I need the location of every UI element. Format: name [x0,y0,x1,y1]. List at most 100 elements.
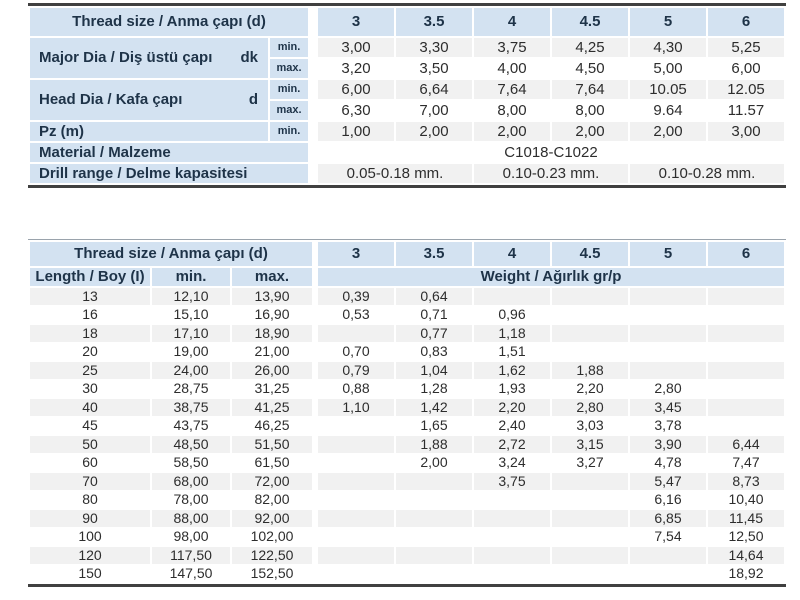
weight-cell: 0,71 [396,306,472,323]
spec-row-label: Pz (m) [30,122,268,141]
weight-cell [474,491,550,508]
spec-label-text: Pz (m) [39,122,84,140]
weight-cell: 2,00 [396,454,472,471]
weight-cell [552,473,628,490]
weight-cell [708,417,784,434]
spec-symbol: dk [240,49,258,67]
weight-cell [318,565,394,582]
dimension-spec-table: Thread size / Anma çapı (d) 3 3.5 4 4.5 5 6 M… [28,6,786,185]
weight-cell: 18,92 [708,565,784,582]
column-gap [314,418,316,435]
weight-cell: 5,47 [630,473,706,490]
limit-label: max. [270,101,308,120]
size-column-header: 4 [474,242,550,266]
size-column-header: 5 [630,8,706,36]
length-min-cell: 98,00 [152,528,230,545]
weight-cell: 1,42 [396,399,472,416]
length-max-cell: 51,50 [232,436,312,453]
length-row: 25 24,00 26,00 0,79 1,04 1,62 1,88 [30,362,784,379]
weight-cell: 1,28 [396,380,472,397]
weight-cell: 0,53 [318,306,394,323]
size-column-header: 6 [708,242,784,266]
weight-cell: 3,75 [474,473,550,490]
column-gap [314,547,316,564]
weight-cell: 7,47 [708,454,784,471]
length-min-cell: 19,00 [152,343,230,360]
column-gap [310,122,316,141]
weight-cell: 0,39 [318,288,394,305]
column-gap [314,288,316,305]
column-gap [310,80,316,99]
column-gap [310,59,316,78]
spec-value-cell: 2,00 [474,122,550,141]
weight-cell [708,343,784,360]
length-min-cell: 17,10 [152,325,230,342]
column-gap [314,242,316,266]
t1-header-row: Thread size / Anma çapı (d) 3 3.5 4 4.5 5 6 [30,8,784,36]
spec-row: max. 6,30 7,00 8,00 8,00 9.64 11.57 [30,101,784,120]
length-row: 30 28,75 31,25 0,88 1,28 1,93 2,20 2,80 [30,380,784,398]
weight-cell: 3,24 [474,454,550,471]
weight-cell: 1,65 [396,417,472,434]
material-row-label: Material / Malzeme [30,143,308,162]
weight-cell [474,288,550,305]
drill-range-value: 0.10-0.28 mm. [630,164,784,183]
spec-label-wrap: Major Dia / Diş üstü çapı dk [39,50,258,66]
length-max-cell: 92,00 [232,510,312,527]
weight-cell: 0,96 [474,306,550,323]
size-column-header: 4.5 [552,8,628,36]
size-column-header: 3.5 [396,8,472,36]
column-gap [310,143,316,162]
weight-cell: 2,72 [474,436,550,453]
length-min-cell: 88,00 [152,510,230,527]
weight-cell [318,491,394,508]
size-column-header: 6 [708,8,784,36]
dimension-spec-table-wrapper: Thread size / Anma çapı (d) 3 3.5 4 4.5 5 6 M… [28,3,786,188]
spec-value-cell: 3,00 [708,122,784,141]
length-min-cell: 28,75 [152,380,230,397]
column-gap [310,164,316,183]
spec-value-cell: 8,00 [552,101,628,120]
length-cell: 40 [30,399,150,416]
weight-cell [552,306,628,323]
length-min-cell: 24,00 [152,362,230,379]
drill-range-row: Drill range / Delme kapasitesi 0.05-0.18… [30,164,784,183]
weight-cell [708,380,784,397]
length-max-cell: 41,25 [232,399,312,416]
length-cell: 90 [30,510,150,527]
weight-cell: 12,50 [708,528,784,545]
spec-label-wrap: Pz (m) [39,122,258,140]
weight-cell: 0,79 [318,362,394,379]
weight-cell: 0,64 [396,288,472,305]
spec-value-cell: 7,64 [552,80,628,99]
length-cell: 80 [30,491,150,508]
spec-label-text: Head Dia / Kafa çapı [39,91,183,109]
length-cell: 60 [30,454,150,471]
length-min-cell: 68,00 [152,473,230,490]
weight-cell [396,491,472,508]
column-gap [314,436,316,453]
column-gap [314,492,316,509]
weight-cell [630,288,706,305]
length-cell: 25 [30,362,150,379]
weight-cell [318,510,394,527]
weight-cell [474,510,550,527]
weight-band-header: Weight / Ağırlık gr/p [318,268,784,286]
column-gap [314,381,316,398]
column-gap [314,529,316,546]
weight-cell: 2,20 [552,380,628,397]
weight-cell [630,362,706,379]
weight-cell [630,343,706,360]
length-row: 18 17,10 18,90 0,77 1,18 [30,325,784,342]
weight-cell [474,528,550,545]
spec-value-cell: 12.05 [708,80,784,99]
spec-value-cell: 5,00 [630,59,706,78]
length-max-cell: 72,00 [232,473,312,490]
weight-cell [318,325,394,342]
size-column-header: 5 [630,242,706,266]
limit-label: min. [270,38,308,57]
weight-cell: 0,77 [396,325,472,342]
length-cell: 70 [30,473,150,490]
weight-cell: 0,88 [318,380,394,397]
drill-range-row-label: Drill range / Delme kapasitesi [30,164,308,183]
